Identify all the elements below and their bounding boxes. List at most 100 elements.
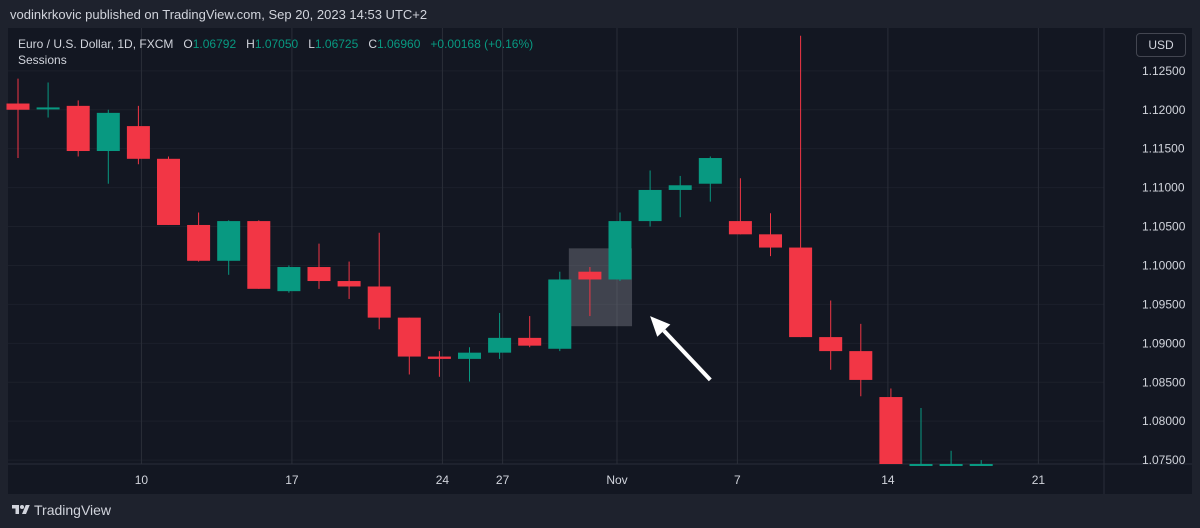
time-axis: 10 17 24 27 Nov 7 14 21: [135, 473, 1046, 487]
candle-body: [397, 317, 421, 357]
annotation-layer: [650, 316, 712, 382]
candle-body: [6, 103, 30, 110]
time-tick-label: 10: [135, 473, 149, 487]
candle[interactable]: [909, 407, 933, 466]
candle[interactable]: [36, 82, 60, 118]
candle-body: [66, 105, 90, 152]
price-tick-label: 1.11000: [1142, 181, 1185, 195]
candle-body: [36, 107, 60, 110]
candle-body: [819, 337, 843, 352]
candle[interactable]: [668, 175, 692, 218]
candle[interactable]: [6, 78, 30, 159]
candle-body: [939, 464, 963, 466]
time-tick-label: Nov: [606, 473, 627, 487]
candle-body: [518, 337, 542, 346]
time-tick-label: 14: [881, 473, 895, 487]
price-tick-label: 1.09500: [1142, 297, 1186, 311]
candle-body: [307, 267, 331, 282]
candle-body: [578, 271, 602, 280]
time-tick-label: 17: [285, 473, 299, 487]
top-bar: [0, 0, 1200, 28]
price-tick-label: 1.07500: [1142, 453, 1186, 467]
candle[interactable]: [427, 351, 451, 377]
candle[interactable]: [126, 105, 150, 165]
time-tick-label: 21: [1032, 473, 1046, 487]
candle[interactable]: [367, 232, 391, 330]
footer: [0, 494, 1200, 528]
candle[interactable]: [337, 261, 361, 299]
candle[interactable]: [247, 220, 271, 289]
candle[interactable]: [187, 212, 211, 262]
candle[interactable]: [518, 316, 542, 348]
arrow-head[interactable]: [650, 316, 671, 337]
candle[interactable]: [66, 100, 90, 157]
publisher-line: vodinkrkovic published on TradingView.co…: [10, 7, 428, 22]
price-tick-label: 1.10000: [1142, 258, 1186, 272]
candle-body: [668, 185, 692, 190]
candle-body: [608, 221, 632, 280]
time-tick-label: 27: [496, 473, 510, 487]
candle[interactable]: [698, 156, 722, 202]
candle-body: [909, 464, 933, 466]
candle-body: [789, 247, 813, 338]
currency-button[interactable]: USD: [1136, 33, 1186, 57]
price-tick-label: 1.09000: [1142, 336, 1186, 350]
candle-body: [759, 234, 782, 248]
sessions-indicator[interactable]: Sessions: [18, 53, 67, 67]
price-tick-label: 1.11500: [1142, 142, 1185, 156]
candle[interactable]: [307, 243, 331, 289]
candle-body: [427, 356, 451, 359]
candles-layer: [6, 35, 993, 466]
price-tick-label: 1.08500: [1142, 375, 1186, 389]
candle[interactable]: [458, 347, 481, 382]
price-tick-label: 1.12000: [1142, 103, 1186, 117]
candle[interactable]: [879, 388, 903, 464]
candle-body: [337, 281, 361, 287]
change-value: +0.00168 (+0.16%): [430, 37, 534, 51]
price-tick-label: 1.10500: [1142, 220, 1186, 234]
open-key: O: [183, 37, 193, 51]
symbol-legend: Euro / U.S. Dollar, 1D, FXCM O1.06792 H1…: [18, 37, 533, 51]
tradingview-brand[interactable]: TradingView: [34, 502, 112, 518]
candle[interactable]: [608, 212, 632, 282]
tradingview-logo-icon[interactable]: [12, 503, 30, 517]
candle-body: [638, 189, 662, 222]
candle-body: [728, 221, 752, 235]
candle-body: [157, 158, 180, 225]
candle[interactable]: [849, 323, 873, 397]
open-value: 1.06792: [192, 37, 237, 51]
candle[interactable]: [819, 300, 843, 370]
candle[interactable]: [277, 265, 301, 293]
candle[interactable]: [638, 170, 662, 227]
candle[interactable]: [759, 213, 782, 257]
candle[interactable]: [217, 220, 241, 275]
arrow-shaft[interactable]: [662, 329, 712, 382]
low-key: L: [308, 37, 315, 51]
candle[interactable]: [157, 156, 180, 225]
candle-body: [277, 267, 301, 292]
candle[interactable]: [96, 109, 120, 184]
candle[interactable]: [488, 312, 512, 359]
price-tick-label: 1.12500: [1142, 64, 1186, 78]
symbol-name[interactable]: Euro / U.S. Dollar, 1D, FXCM: [18, 37, 174, 51]
candle-body: [488, 337, 512, 353]
chart-area[interactable]: [8, 28, 1192, 494]
candle-body: [879, 397, 903, 464]
candle-body: [187, 224, 211, 261]
candle[interactable]: [969, 460, 993, 466]
candle-body: [126, 126, 150, 159]
candle[interactable]: [548, 271, 572, 352]
low-value: 1.06725: [314, 37, 359, 51]
candle-body: [849, 351, 873, 380]
candle-body: [458, 352, 481, 359]
candle[interactable]: [789, 35, 813, 338]
price-tick-label: 1.08000: [1142, 414, 1186, 428]
candle[interactable]: [728, 178, 752, 235]
price-axis: 1.12500 1.12000 1.11500 1.11000 1.10500 1.100…: [1142, 64, 1186, 467]
candle[interactable]: [397, 317, 421, 375]
candle-body: [247, 221, 271, 289]
candle[interactable]: [939, 450, 963, 466]
candle[interactable]: [578, 267, 602, 317]
candle-body: [367, 286, 391, 318]
